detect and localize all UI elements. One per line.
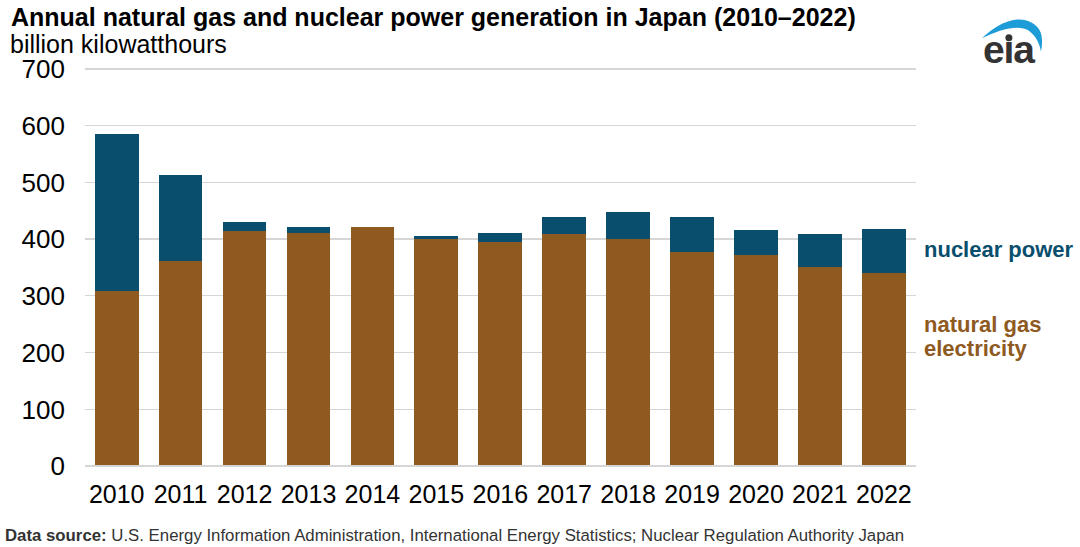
svg-text:eıa: eıa xyxy=(983,28,1035,70)
